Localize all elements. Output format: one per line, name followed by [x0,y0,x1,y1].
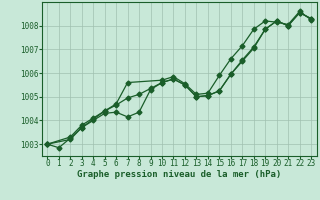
X-axis label: Graphe pression niveau de la mer (hPa): Graphe pression niveau de la mer (hPa) [77,170,281,179]
